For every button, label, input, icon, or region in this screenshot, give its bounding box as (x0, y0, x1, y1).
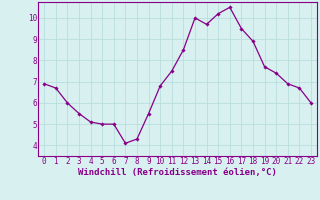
X-axis label: Windchill (Refroidissement éolien,°C): Windchill (Refroidissement éolien,°C) (78, 168, 277, 177)
